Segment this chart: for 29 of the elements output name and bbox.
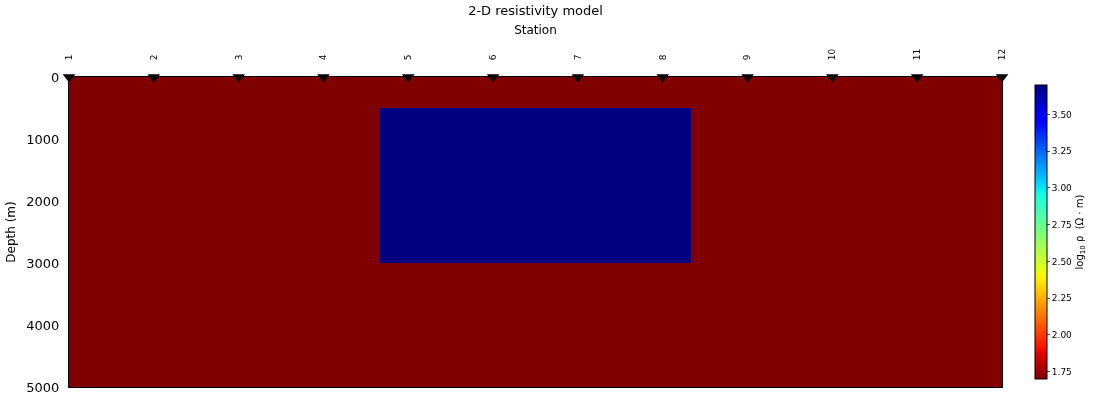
x-tick-label: 2 [148, 54, 159, 61]
y-tick-label: 5000 [26, 379, 60, 395]
y-tick-label: 1000 [26, 131, 60, 147]
x-tick-label: 6 [488, 54, 499, 61]
color-bar-label: 2.50 [1051, 256, 1073, 267]
y-tick-label: 0 [51, 69, 60, 85]
color-bar-label: 3.00 [1051, 183, 1073, 194]
y-tick-label: 3000 [26, 255, 60, 271]
color-bar-label: 2.00 [1051, 330, 1073, 341]
chart-title: 2-D resistivity model [468, 3, 603, 19]
y-axis-title: Depth (m) [3, 201, 18, 263]
x-tick-label: 5 [403, 54, 414, 61]
y-tick-label: 2000 [26, 193, 60, 209]
color-bar-label: 3.25 [1051, 146, 1072, 157]
color-bar-label: 3.50 [1051, 109, 1073, 120]
x-tick-label: 1 [63, 54, 74, 61]
x-tick-label: 10 [827, 48, 838, 61]
x-tick-label: 8 [657, 54, 668, 61]
color-bar-label: 2.25 [1051, 293, 1072, 304]
color-bar-label: 2.75 [1051, 219, 1072, 230]
x-tick-label: 7 [572, 54, 583, 61]
y-tick-label: 4000 [26, 317, 60, 333]
x-axis-title: Station [514, 22, 557, 37]
color-bar-label: 1.75 [1051, 366, 1072, 377]
x-tick-label: 3 [233, 54, 244, 61]
x-tick-label: 12 [996, 48, 1007, 61]
x-tick-label: 11 [912, 48, 923, 61]
x-tick-label: 4 [318, 54, 329, 61]
x-tick-label: 9 [742, 54, 753, 61]
